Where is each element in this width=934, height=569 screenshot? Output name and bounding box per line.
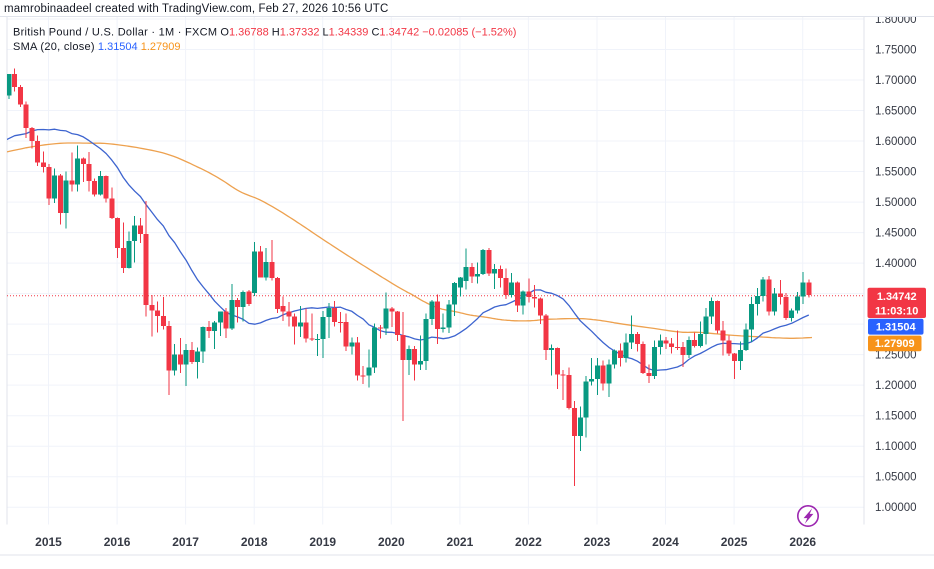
svg-text:1.25000: 1.25000 [875,349,917,361]
svg-text:2019: 2019 [309,535,336,549]
svg-text:1.27909: 1.27909 [875,338,915,350]
svg-text:1.34742: 1.34742 [877,291,917,303]
svg-text:1.31504: 1.31504 [876,322,917,334]
svg-text:1.75000: 1.75000 [875,44,917,56]
svg-text:1.10000: 1.10000 [875,441,917,453]
svg-text:British Pound / U.S. Dollar ·: British Pound / U.S. Dollar · 1M · FXCM … [13,27,516,39]
svg-text:2016: 2016 [104,535,131,549]
svg-text:SMA (20, close) 1.31504 1.2: SMA (20, close) 1.31504 1.27909 [13,41,181,53]
svg-text:2022: 2022 [515,535,542,549]
svg-text:2017: 2017 [172,535,199,549]
svg-text:2025: 2025 [721,535,748,549]
svg-text:1.60000: 1.60000 [875,136,917,148]
svg-text:1.15000: 1.15000 [875,411,917,423]
svg-text:1.00000: 1.00000 [875,502,917,514]
svg-text:1.20000: 1.20000 [875,380,917,392]
svg-text:2018: 2018 [241,535,268,549]
svg-text:11:03:10: 11:03:10 [875,305,918,317]
svg-text:1.05000: 1.05000 [875,472,917,484]
svg-text:2023: 2023 [584,535,611,549]
svg-text:2024: 2024 [652,535,679,549]
svg-text:2026: 2026 [789,535,816,549]
svg-text:2021: 2021 [447,535,474,549]
svg-text:1.40000: 1.40000 [875,258,917,270]
svg-text:1.65000: 1.65000 [875,105,917,117]
svg-text:mamrobinaadeel created with Tr: mamrobinaadeel created with TradingView.… [4,3,388,15]
svg-text:2015: 2015 [35,535,62,549]
svg-text:1.55000: 1.55000 [875,166,917,178]
svg-text:1.50000: 1.50000 [875,197,917,209]
svg-text:2020: 2020 [378,535,405,549]
svg-text:1.70000: 1.70000 [875,75,917,87]
svg-text:1.45000: 1.45000 [875,227,917,239]
